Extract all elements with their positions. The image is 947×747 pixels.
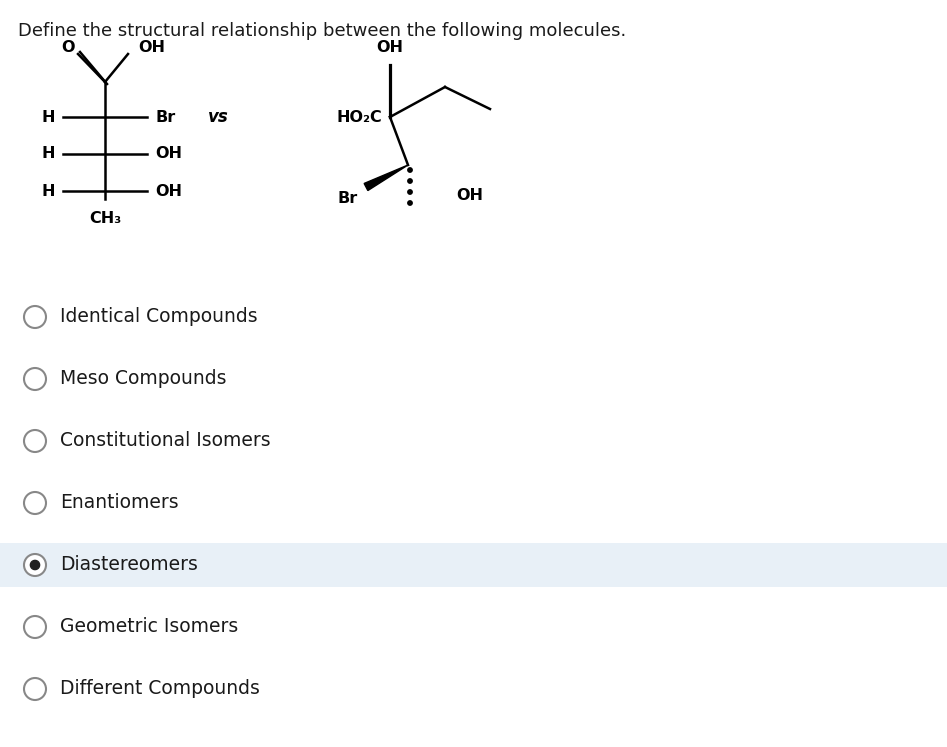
Text: OH: OH <box>155 146 182 161</box>
Text: H: H <box>42 184 55 199</box>
Text: OH: OH <box>377 40 403 55</box>
Circle shape <box>24 430 46 452</box>
Circle shape <box>24 616 46 638</box>
Text: vs: vs <box>207 108 228 126</box>
Text: OH: OH <box>456 187 483 202</box>
Text: Constitutional Isomers: Constitutional Isomers <box>60 432 271 450</box>
Text: OH: OH <box>138 40 165 55</box>
Circle shape <box>24 554 46 576</box>
Text: Diastereomers: Diastereomers <box>60 556 198 574</box>
Text: OH: OH <box>155 184 182 199</box>
Circle shape <box>408 201 412 205</box>
Text: H: H <box>42 110 55 125</box>
Text: Different Compounds: Different Compounds <box>60 680 259 698</box>
Circle shape <box>408 190 412 194</box>
Polygon shape <box>365 165 408 190</box>
Circle shape <box>30 560 40 570</box>
Text: CH₃: CH₃ <box>89 211 121 226</box>
Text: Meso Compounds: Meso Compounds <box>60 370 226 388</box>
Text: Enantiomers: Enantiomers <box>60 494 179 512</box>
Text: H: H <box>42 146 55 161</box>
Text: Identical Compounds: Identical Compounds <box>60 308 258 326</box>
Text: Br: Br <box>338 191 358 206</box>
Circle shape <box>408 179 412 183</box>
FancyBboxPatch shape <box>0 543 947 587</box>
Text: Br: Br <box>155 110 175 125</box>
Circle shape <box>24 678 46 700</box>
Circle shape <box>408 168 412 173</box>
Text: HO₂C: HO₂C <box>336 110 382 125</box>
Text: Geometric Isomers: Geometric Isomers <box>60 618 239 636</box>
Circle shape <box>24 492 46 514</box>
Text: Define the structural relationship between the following molecules.: Define the structural relationship betwe… <box>18 22 626 40</box>
Circle shape <box>24 306 46 328</box>
Text: O: O <box>62 40 75 55</box>
Circle shape <box>24 368 46 390</box>
